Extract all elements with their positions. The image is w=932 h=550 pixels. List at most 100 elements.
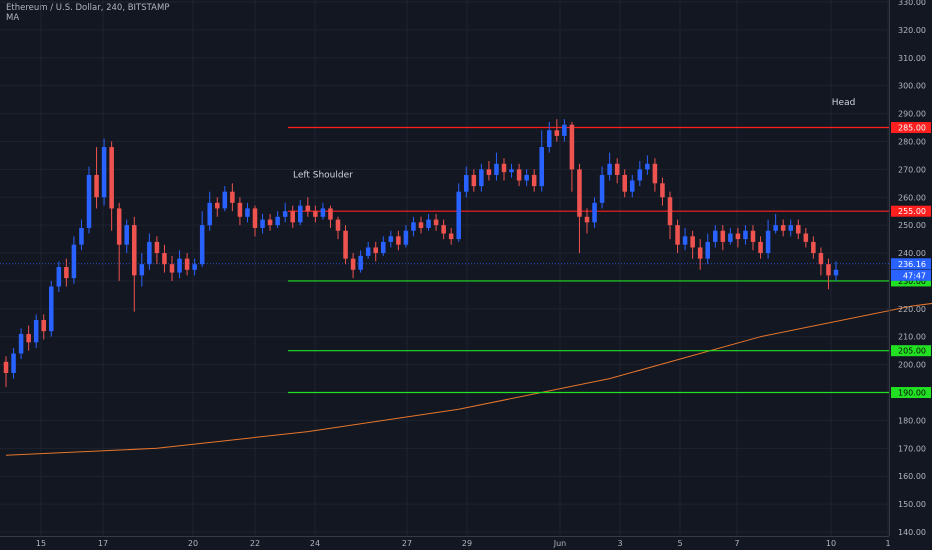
bullish-candle[interactable] xyxy=(833,269,839,276)
bearish-candle[interactable] xyxy=(577,169,582,217)
bullish-candle[interactable] xyxy=(645,163,650,170)
bullish-candle[interactable] xyxy=(260,219,265,228)
bearish-candle[interactable] xyxy=(622,174,627,192)
bearish-candle[interactable] xyxy=(64,267,69,279)
bearish-candle[interactable] xyxy=(328,208,333,220)
bearish-candle[interactable] xyxy=(335,219,341,231)
bearish-candle[interactable] xyxy=(675,225,680,245)
bullish-candle[interactable] xyxy=(86,174,92,228)
bearish-candle[interactable] xyxy=(441,225,446,234)
bearish-candle[interactable] xyxy=(433,219,439,226)
bullish-candle[interactable] xyxy=(637,169,643,181)
bullish-candle[interactable] xyxy=(562,124,567,136)
bearish-candle[interactable] xyxy=(554,130,560,136)
bullish-candle[interactable] xyxy=(11,353,16,373)
bullish-candle[interactable] xyxy=(788,225,793,231)
bearish-candle[interactable] xyxy=(569,124,575,170)
bearish-candle[interactable] xyxy=(26,333,31,343)
bullish-candle[interactable] xyxy=(599,174,605,203)
bullish-candle[interactable] xyxy=(464,174,469,192)
bullish-candle[interactable] xyxy=(320,208,326,217)
bullish-candle[interactable] xyxy=(49,286,54,332)
bearish-candle[interactable] xyxy=(132,225,137,276)
bullish-candle[interactable] xyxy=(592,202,597,223)
bearish-candle[interactable] xyxy=(448,233,454,240)
bearish-candle[interactable] xyxy=(396,236,401,245)
bullish-candle[interactable] xyxy=(403,230,409,245)
bearish-candle[interactable] xyxy=(811,241,816,254)
bullish-candle[interactable] xyxy=(282,211,288,217)
bearish-candle[interactable] xyxy=(3,361,9,373)
bullish-candle[interactable] xyxy=(773,225,778,231)
bullish-candle[interactable] xyxy=(381,241,386,254)
bullish-candle[interactable] xyxy=(298,205,303,223)
bearish-candle[interactable] xyxy=(471,174,477,187)
bullish-candle[interactable] xyxy=(33,320,39,343)
indicator-label[interactable]: MA xyxy=(6,13,20,23)
bearish-candle[interactable] xyxy=(237,202,243,217)
bearish-candle[interactable] xyxy=(109,147,114,209)
bullish-candle[interactable] xyxy=(139,264,145,276)
bearish-candle[interactable] xyxy=(803,233,809,242)
bearish-candle[interactable] xyxy=(486,169,492,175)
bullish-candle[interactable] xyxy=(365,247,371,256)
bullish-candle[interactable] xyxy=(358,255,363,270)
bearish-candle[interactable] xyxy=(230,191,235,203)
bullish-candle[interactable] xyxy=(630,180,635,192)
bullish-candle[interactable] xyxy=(207,202,212,226)
bullish-candle[interactable] xyxy=(479,169,484,187)
bearish-candle[interactable] xyxy=(780,225,786,231)
bearish-candle[interactable] xyxy=(720,230,726,242)
bullish-candle[interactable] xyxy=(124,225,129,245)
bearish-candle[interactable] xyxy=(350,258,356,270)
bearish-candle[interactable] xyxy=(154,241,160,254)
bearish-candle[interactable] xyxy=(531,174,537,187)
bearish-candle[interactable] xyxy=(501,163,507,173)
bullish-candle[interactable] xyxy=(682,236,688,245)
bearish-candle[interactable] xyxy=(373,247,378,254)
bullish-candle[interactable] xyxy=(192,264,197,270)
bullish-candle[interactable] xyxy=(245,208,250,217)
bearish-candle[interactable] xyxy=(735,233,741,240)
bearish-candle[interactable] xyxy=(305,205,311,212)
bearish-candle[interactable] xyxy=(252,208,258,228)
bullish-candle[interactable] xyxy=(743,230,748,240)
bearish-candle[interactable] xyxy=(826,264,831,276)
bullish-candle[interactable] xyxy=(71,244,77,279)
bullish-candle[interactable] xyxy=(79,227,84,245)
bullish-candle[interactable] xyxy=(728,233,733,242)
bearish-candle[interactable] xyxy=(184,258,190,270)
bullish-candle[interactable] xyxy=(199,225,205,265)
bearish-candle[interactable] xyxy=(418,222,424,228)
bearish-candle[interactable] xyxy=(614,163,620,175)
bearish-candle[interactable] xyxy=(94,174,99,198)
symbol-title[interactable]: Ethereum / U.S. Dollar, 240, BITSTAMP xyxy=(6,3,170,13)
bullish-candle[interactable] xyxy=(18,333,24,354)
bullish-candle[interactable] xyxy=(607,163,612,175)
bullish-candle[interactable] xyxy=(539,147,544,187)
bearish-candle[interactable] xyxy=(215,202,220,209)
bullish-candle[interactable] xyxy=(411,222,416,231)
bullish-candle[interactable] xyxy=(494,163,499,175)
bearish-candle[interactable] xyxy=(313,211,318,217)
bearish-candle[interactable] xyxy=(667,197,673,226)
bearish-candle[interactable] xyxy=(267,219,273,226)
bullish-candle[interactable] xyxy=(705,241,710,259)
bearish-candle[interactable] xyxy=(41,320,46,332)
bearish-candle[interactable] xyxy=(750,230,756,242)
bearish-candle[interactable] xyxy=(162,253,167,265)
bullish-candle[interactable] xyxy=(222,191,228,209)
bearish-candle[interactable] xyxy=(697,247,703,259)
bullish-candle[interactable] xyxy=(456,191,461,240)
bearish-candle[interactable] xyxy=(516,169,522,181)
bullish-candle[interactable] xyxy=(509,169,514,173)
bearish-candle[interactable] xyxy=(818,253,824,265)
bullish-candle[interactable] xyxy=(275,216,280,226)
bearish-candle[interactable] xyxy=(758,241,763,254)
bearish-candle[interactable] xyxy=(116,208,122,245)
bullish-candle[interactable] xyxy=(713,230,718,242)
bullish-candle[interactable] xyxy=(147,241,152,265)
bearish-candle[interactable] xyxy=(169,264,175,273)
bearish-candle[interactable] xyxy=(690,236,695,248)
